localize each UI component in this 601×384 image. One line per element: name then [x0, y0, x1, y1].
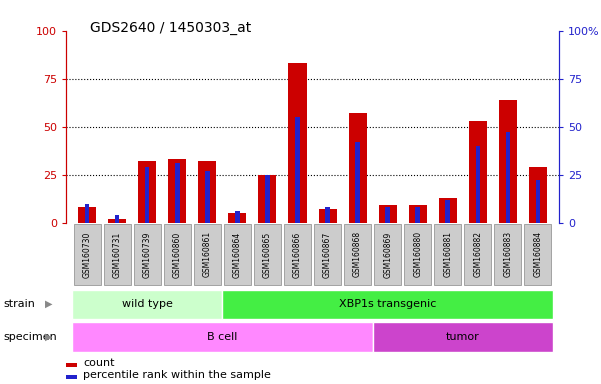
Text: GDS2640 / 1450303_at: GDS2640 / 1450303_at [90, 21, 251, 35]
Bar [379, 205, 397, 223]
Bar [325, 207, 330, 223]
Text: XBP1s transgenic: XBP1s transgenic [339, 299, 436, 310]
FancyBboxPatch shape [222, 290, 553, 319]
FancyBboxPatch shape [72, 322, 373, 352]
Bar [499, 100, 517, 223]
Text: specimen: specimen [3, 332, 56, 342]
Text: ▶: ▶ [45, 299, 52, 309]
Text: GSM160864: GSM160864 [233, 231, 242, 278]
Bar [439, 198, 457, 223]
Text: GSM160883: GSM160883 [504, 231, 512, 278]
Bar [529, 167, 547, 223]
Bar [198, 161, 216, 223]
Bar [319, 209, 337, 223]
Text: GSM160882: GSM160882 [474, 232, 482, 277]
Bar [295, 117, 300, 223]
FancyBboxPatch shape [224, 224, 251, 285]
Bar [415, 207, 420, 223]
Text: GSM160861: GSM160861 [203, 231, 212, 278]
Bar [409, 205, 427, 223]
Bar [235, 211, 240, 223]
Bar [469, 121, 487, 223]
Bar [535, 180, 540, 223]
FancyBboxPatch shape [133, 224, 160, 285]
FancyBboxPatch shape [74, 224, 100, 285]
Bar [85, 204, 90, 223]
Bar [288, 63, 307, 223]
Text: GSM160880: GSM160880 [413, 231, 422, 278]
Bar [475, 146, 480, 223]
Bar [265, 175, 270, 223]
Bar [385, 207, 390, 223]
Text: tumor: tumor [446, 332, 480, 342]
FancyBboxPatch shape [344, 224, 371, 285]
Bar [355, 142, 360, 223]
Bar [138, 161, 156, 223]
Bar [115, 215, 120, 223]
Text: GSM160860: GSM160860 [173, 231, 182, 278]
Text: ▶: ▶ [45, 332, 52, 342]
Bar [175, 163, 180, 223]
Text: GSM160866: GSM160866 [293, 231, 302, 278]
FancyBboxPatch shape [404, 224, 432, 285]
FancyBboxPatch shape [194, 224, 221, 285]
Bar [258, 175, 276, 223]
Bar [145, 167, 150, 223]
Text: GSM160730: GSM160730 [83, 231, 91, 278]
Bar [445, 200, 450, 223]
Bar [228, 213, 246, 223]
Bar [349, 113, 367, 223]
Bar [505, 132, 510, 223]
FancyBboxPatch shape [374, 224, 401, 285]
FancyBboxPatch shape [163, 224, 191, 285]
Text: GSM160881: GSM160881 [444, 232, 452, 277]
FancyBboxPatch shape [254, 224, 281, 285]
Text: count: count [83, 358, 114, 368]
Text: GSM160869: GSM160869 [383, 231, 392, 278]
FancyBboxPatch shape [524, 224, 552, 285]
Bar [78, 207, 96, 223]
Text: GSM160731: GSM160731 [113, 231, 121, 278]
FancyBboxPatch shape [464, 224, 492, 285]
Bar [168, 159, 186, 223]
Text: GSM160739: GSM160739 [143, 231, 151, 278]
Text: GSM160865: GSM160865 [263, 231, 272, 278]
Text: strain: strain [3, 299, 35, 309]
Text: B cell: B cell [207, 332, 237, 342]
Text: GSM160867: GSM160867 [323, 231, 332, 278]
Text: GSM160868: GSM160868 [353, 231, 362, 278]
FancyBboxPatch shape [104, 224, 131, 285]
FancyBboxPatch shape [314, 224, 341, 285]
Bar [205, 171, 210, 223]
FancyBboxPatch shape [284, 224, 311, 285]
FancyBboxPatch shape [494, 224, 521, 285]
Text: percentile rank within the sample: percentile rank within the sample [83, 370, 271, 380]
Text: GSM160884: GSM160884 [534, 231, 542, 278]
FancyBboxPatch shape [72, 290, 222, 319]
FancyBboxPatch shape [373, 322, 553, 352]
FancyBboxPatch shape [434, 224, 462, 285]
Bar [108, 219, 126, 223]
Text: wild type: wild type [122, 299, 172, 310]
